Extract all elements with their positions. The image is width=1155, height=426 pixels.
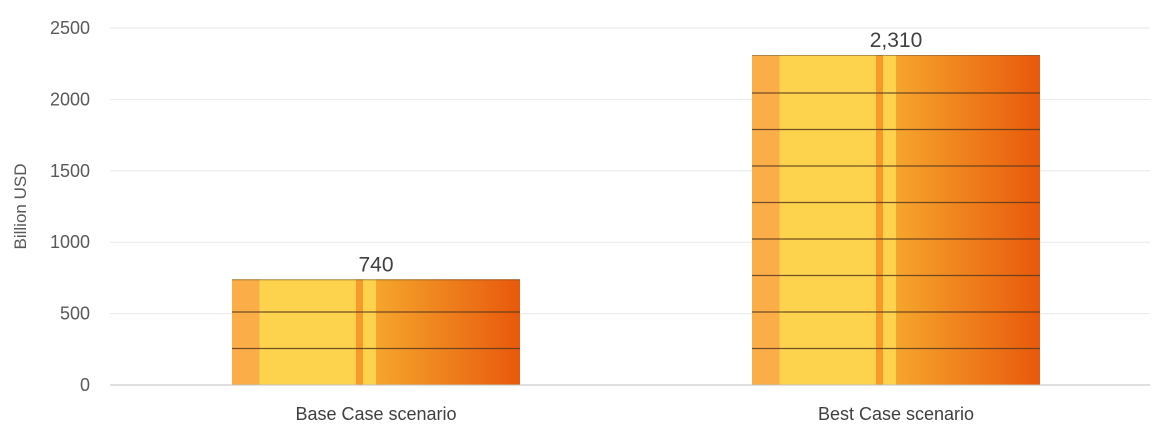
x-axis-categories: Base Case scenario Best Case scenario bbox=[295, 404, 974, 424]
bar bbox=[752, 55, 1040, 386]
y-axis-title: Billion USD bbox=[11, 164, 30, 250]
bar-value-label: 740 bbox=[358, 253, 393, 276]
y-axis-ticks: 0 500 1000 1500 2000 2500 bbox=[50, 18, 90, 395]
bar-body bbox=[232, 279, 520, 385]
y-tick-label: 1500 bbox=[50, 161, 90, 181]
bars bbox=[232, 55, 1040, 386]
data-labels: 740 2,310 bbox=[358, 29, 922, 276]
x-category-label: Base Case scenario bbox=[295, 404, 456, 424]
bar-body bbox=[752, 55, 1040, 386]
y-tick-label: 2000 bbox=[50, 89, 90, 109]
bar bbox=[232, 279, 520, 385]
y-tick-label: 1000 bbox=[50, 232, 90, 252]
y-tick-label: 0 bbox=[80, 375, 90, 395]
y-tick-label: 2500 bbox=[50, 18, 90, 38]
bar-value-label: 2,310 bbox=[870, 29, 923, 52]
x-category-label: Best Case scenario bbox=[818, 404, 974, 424]
y-tick-label: 500 bbox=[60, 304, 90, 324]
